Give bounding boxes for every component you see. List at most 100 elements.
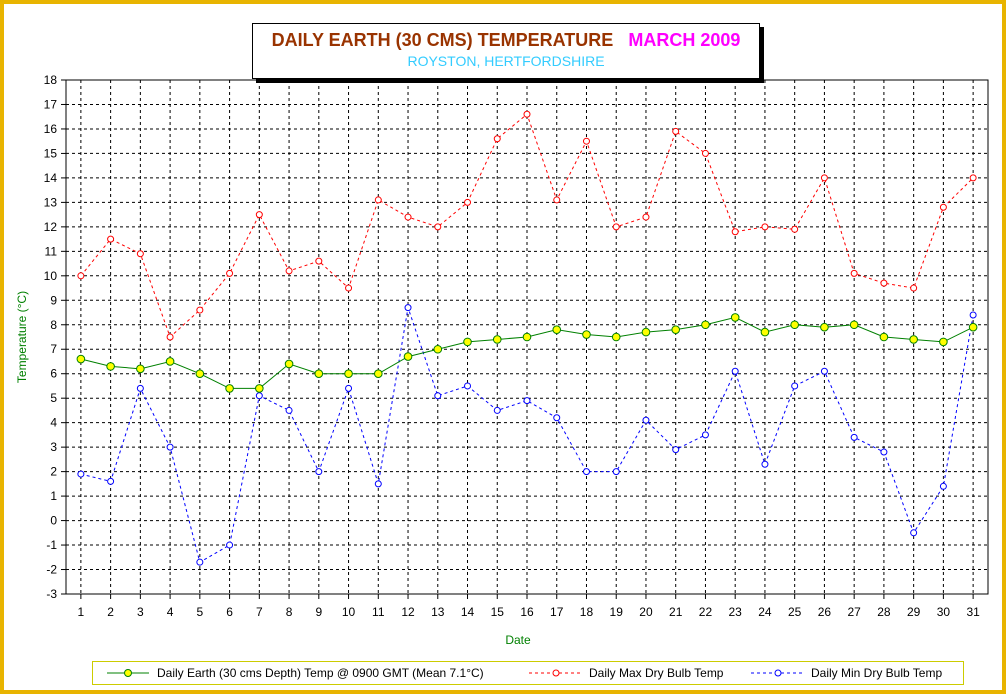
data-point-max (345, 284, 353, 292)
data-point-min (731, 367, 739, 375)
data-point-earth (136, 364, 145, 374)
legend-swatch-min (751, 669, 805, 677)
y-tick-label: 15 (44, 146, 58, 160)
data-point-max (731, 228, 739, 236)
data-point-max (107, 235, 115, 243)
data-point-max (791, 225, 799, 233)
data-point-min (464, 382, 472, 390)
data-point-max (493, 135, 501, 143)
x-tick-label: 20 (639, 605, 653, 619)
x-tick-label: 2 (107, 605, 114, 619)
x-tick-label: 4 (167, 605, 174, 619)
data-point-max (820, 174, 828, 182)
data-point-min (107, 477, 115, 485)
x-tick-label: 27 (847, 605, 861, 619)
x-tick-label: 8 (286, 605, 293, 619)
data-point-max (642, 213, 650, 221)
data-point-min (553, 414, 561, 422)
x-tick-label: 7 (256, 605, 263, 619)
data-point-max (196, 306, 204, 314)
data-point-earth (611, 332, 621, 342)
data-point-max (672, 127, 680, 135)
x-tick-label: 24 (758, 605, 772, 619)
y-tick-label: 3 (50, 440, 57, 454)
x-tick-label: 6 (226, 605, 233, 619)
x-tick-label: 16 (520, 605, 534, 619)
data-point-max (464, 198, 472, 206)
data-point-min (77, 470, 85, 478)
legend-swatch-max (529, 669, 583, 677)
data-point-min (969, 311, 977, 319)
data-point-earth (671, 325, 681, 334)
data-point-earth (106, 362, 115, 371)
data-point-min (166, 443, 174, 451)
data-point-min (196, 558, 204, 566)
x-tick-label: 11 (372, 605, 385, 619)
data-point-min (582, 468, 590, 476)
y-tick-label: 5 (50, 391, 57, 405)
data-point-max (701, 149, 709, 157)
data-point-earth (344, 369, 353, 379)
y-tick-label: 8 (50, 318, 57, 332)
y-tick-label: 18 (44, 73, 58, 87)
data-point-earth (433, 344, 443, 354)
data-point-earth (582, 330, 591, 339)
x-tick-label: 12 (401, 605, 415, 619)
data-point-earth (225, 384, 234, 393)
data-point-min (939, 482, 947, 490)
x-tick-label: 23 (729, 605, 743, 619)
data-point-earth (820, 322, 829, 332)
y-tick-label: 0 (50, 514, 57, 528)
chart-frame: -3 -2 -1 0 1 2 3 4 5 6 7 8 9 10 11 12 13 14 15 16 17 18 1 2 3 4 5 6… (4, 4, 1002, 690)
chart-subtitle: ROYSTON, HERTFORDSHIRE (407, 53, 605, 69)
data-point-max (880, 279, 888, 287)
chart-legend: Daily Earth (30 cms Depth) Temp @ 0900 G… (92, 661, 964, 685)
data-point-earth (403, 352, 413, 361)
x-tick-label: 10 (342, 605, 356, 619)
data-point-earth (552, 325, 562, 334)
data-point-earth (463, 337, 472, 347)
x-tick-label: 21 (669, 605, 683, 619)
y-tick-label: -3 (46, 587, 57, 601)
x-tick-label: 9 (315, 605, 322, 619)
data-point-earth (641, 327, 651, 337)
y-tick-label: 4 (50, 416, 57, 430)
data-point-min (910, 529, 918, 537)
legend-label-earth: Daily Earth (30 cms Depth) Temp @ 0900 G… (157, 666, 484, 680)
data-point-max (255, 211, 263, 219)
data-point-min (761, 460, 769, 468)
data-point-max (166, 333, 174, 341)
data-point-max (434, 223, 442, 231)
y-tick-label: 11 (45, 244, 58, 258)
data-point-min (374, 480, 382, 488)
y-tick-label: 14 (44, 171, 58, 185)
data-point-earth (373, 369, 383, 379)
x-tick-label: 31 (966, 605, 980, 619)
data-point-earth (849, 320, 859, 330)
data-point-max (761, 223, 769, 231)
data-point-earth (909, 335, 918, 344)
legend-swatch-earth (107, 669, 149, 677)
x-tick-label: 3 (137, 605, 144, 619)
x-tick-label: 13 (431, 605, 445, 619)
data-point-max (285, 267, 293, 275)
data-point-earth (879, 332, 889, 342)
data-point-earth (790, 320, 799, 330)
data-point-min (315, 468, 323, 476)
data-point-max (850, 269, 858, 277)
data-point-earth (492, 335, 502, 344)
y-tick-label: 9 (50, 293, 57, 307)
data-point-min (404, 304, 412, 312)
x-tick-label: 15 (491, 605, 505, 619)
legend-label-max: Daily Max Dry Bulb Temp (589, 666, 724, 680)
data-point-earth (522, 332, 532, 342)
data-point-max (612, 223, 620, 231)
data-point-max (404, 213, 412, 221)
data-point-min (493, 406, 501, 414)
y-tick-label: 6 (50, 367, 57, 381)
data-point-min (612, 468, 620, 476)
data-point-max (523, 110, 531, 118)
x-tick-label: 22 (699, 605, 713, 619)
data-point-max (315, 257, 323, 265)
